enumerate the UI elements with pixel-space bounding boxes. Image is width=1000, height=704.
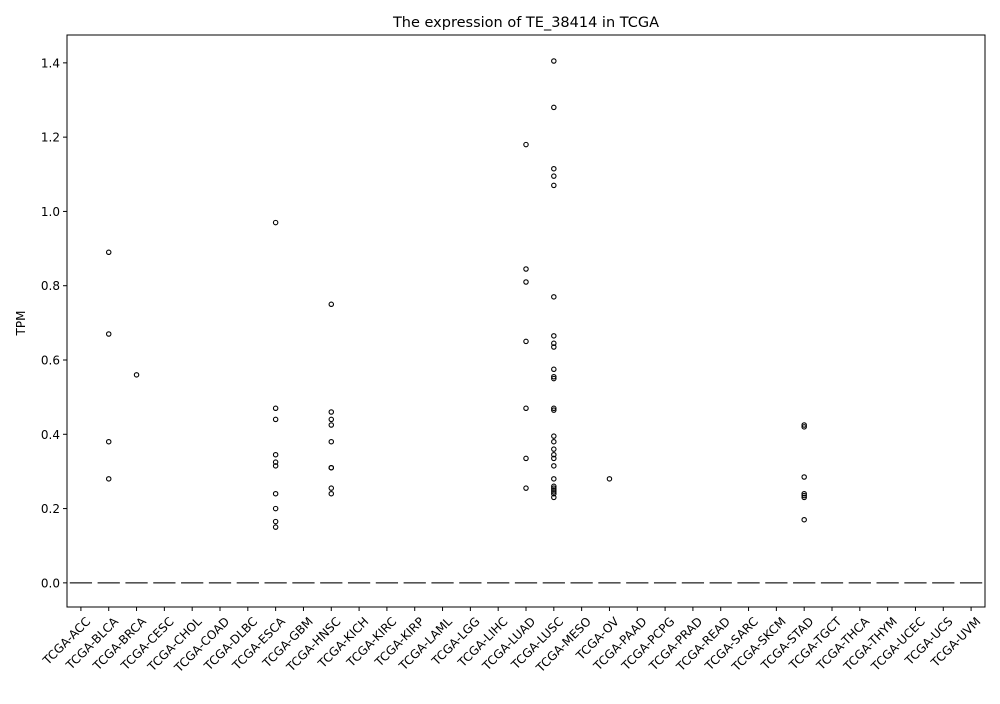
outlier-point — [272, 405, 279, 412]
outlier-point — [272, 524, 279, 530]
y-tick-label: 0.8 — [41, 279, 60, 293]
outlier-point — [328, 409, 335, 415]
outlier-point — [551, 438, 557, 445]
outlier-point — [105, 438, 112, 445]
x-axis: TCGA-ACCTCGA-BLCATCGA-BRCATCGA-CESCTCGA-… — [39, 607, 983, 676]
y-tick-label: 1.4 — [41, 56, 60, 70]
outlier-point — [551, 294, 557, 300]
outlier-point — [105, 249, 112, 256]
outlier-point — [328, 490, 335, 497]
y-tick-label: 1.0 — [41, 205, 60, 219]
outlier-point — [801, 490, 807, 497]
outlier-point — [801, 474, 807, 480]
outlier-point — [551, 340, 557, 347]
outlier-point — [272, 463, 279, 469]
outlier-point — [328, 438, 335, 445]
outlier-point — [523, 141, 529, 148]
y-tick-label: 0.0 — [41, 576, 60, 590]
outlier-point — [272, 505, 279, 512]
y-axis-label: TPM — [14, 311, 28, 337]
outlier-point — [272, 459, 279, 465]
outlier-point — [551, 494, 557, 501]
outlier-point — [523, 338, 529, 345]
y-tick-label: 1.2 — [41, 131, 60, 145]
outlier-point — [551, 58, 557, 64]
outlier-point — [328, 422, 335, 428]
outlier-point — [272, 219, 279, 226]
chart-title: The expression of TE_38414 in TCGA — [392, 15, 659, 31]
outlier-point — [551, 344, 557, 350]
outlier-point — [551, 407, 557, 413]
outlier-point — [551, 490, 557, 497]
outlier-point — [328, 485, 335, 491]
outlier-point — [551, 485, 557, 491]
plot-area — [69, 58, 983, 584]
outlier-point — [551, 489, 557, 495]
outlier-point — [606, 476, 613, 482]
outlier-point — [801, 494, 807, 501]
outlier-point — [328, 464, 335, 471]
outlier-point — [523, 455, 529, 462]
outlier-point — [551, 476, 557, 482]
outlier-point — [551, 451, 557, 458]
outlier-point — [272, 416, 279, 423]
plot-frame — [66, 34, 986, 608]
outlier-point — [551, 373, 557, 380]
outlier-point — [551, 333, 557, 339]
outlier-point — [272, 490, 279, 497]
outlier-point — [551, 366, 557, 373]
outlier-point — [551, 405, 557, 412]
outlier-point — [523, 266, 529, 272]
outlier-point — [551, 455, 557, 462]
outlier-point — [105, 476, 112, 482]
outlier-point — [551, 463, 557, 469]
y-tick-label: 0.6 — [41, 354, 60, 368]
outlier-point — [801, 422, 807, 428]
outlier-point — [523, 405, 529, 412]
outlier-point — [551, 433, 557, 439]
outlier-point — [551, 173, 557, 179]
outlier-point — [551, 375, 557, 382]
outlier-point — [551, 104, 557, 111]
y-tick-label: 0.2 — [41, 502, 60, 516]
outlier-point — [801, 424, 807, 430]
outlier-point — [328, 301, 335, 308]
outlier-point — [551, 487, 557, 493]
outlier-point — [133, 372, 140, 378]
outlier-point — [801, 516, 807, 523]
outlier-point — [523, 279, 529, 285]
outlier-point — [272, 518, 279, 525]
outlier-point — [272, 451, 279, 458]
y-tick-label: 0.4 — [41, 428, 60, 442]
outlier-point — [523, 485, 529, 491]
outlier-point — [105, 331, 112, 337]
outlier-point — [551, 165, 557, 172]
outlier-point — [551, 446, 557, 452]
outlier-point — [328, 416, 335, 423]
outlier-point — [551, 182, 557, 189]
y-axis: 0.0 0.2 0.4 0.6 0.8 1.0 1.2 1.4 — [41, 56, 67, 590]
outlier-point — [551, 483, 557, 490]
outlier-point — [801, 492, 807, 499]
